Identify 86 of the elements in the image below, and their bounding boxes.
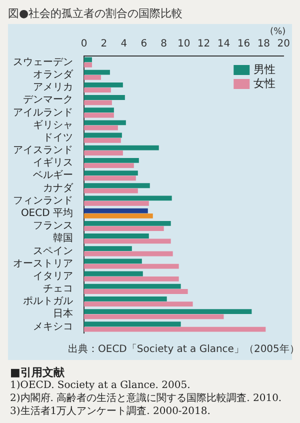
text: 1)OECD. Society at a Glance. 2005. — [10, 379, 192, 392]
bar — [84, 276, 179, 282]
bar — [84, 322, 181, 327]
bar — [84, 214, 153, 218]
source-note: 出典：OECD「Society at a Glance」（2005年） — [67, 342, 300, 356]
bar — [84, 120, 126, 126]
x-tick-label: 4 — [120, 38, 128, 50]
bar — [84, 296, 167, 302]
text: 3)生活者1万人アンケート調査. 2000-2018. — [10, 405, 212, 418]
y-tick-label: ベルギー — [33, 169, 73, 182]
bar — [84, 251, 173, 256]
bar — [84, 95, 125, 100]
bar — [84, 258, 142, 264]
x-tick-label: 18 — [257, 38, 270, 50]
bar — [84, 70, 110, 75]
bar — [84, 220, 171, 226]
y-tick-label: アメリカ — [33, 82, 73, 94]
x-tick-label: 12 — [197, 38, 210, 50]
text: ■引用文献 — [10, 366, 66, 379]
y-tick-label: カナダ — [43, 182, 74, 194]
bar — [84, 163, 134, 168]
bar — [84, 264, 179, 269]
bar — [84, 234, 149, 238]
x-tick-label: 2 — [100, 38, 108, 50]
y-tick-label: チェコ — [43, 284, 73, 295]
bar — [84, 271, 143, 276]
bar — [84, 75, 101, 80]
bar — [84, 196, 172, 201]
y-tick-label: スペイン — [33, 246, 73, 257]
bar — [84, 57, 92, 62]
bar — [84, 158, 139, 163]
bar — [84, 132, 122, 138]
y-tick-label: イギリス — [33, 156, 73, 169]
y-tick-label: イタリア — [33, 270, 73, 282]
y-tick-label: アイスランド — [13, 145, 73, 156]
bar — [84, 100, 112, 106]
bar — [84, 208, 148, 214]
bar — [84, 82, 123, 88]
x-tick-label: 20 — [277, 38, 290, 50]
bar — [84, 309, 252, 314]
y-tick-label: スウェーデン — [13, 56, 73, 68]
bar — [84, 188, 138, 194]
x-tick-label: 10 — [177, 38, 190, 50]
y-tick-label: OECD 平均 — [20, 206, 73, 219]
bar — [84, 200, 149, 206]
x-tick-label: 0 — [80, 38, 88, 50]
bar — [84, 138, 121, 143]
bar — [84, 284, 181, 289]
y-tick-label: ギリシャ — [33, 118, 73, 131]
bar — [84, 170, 138, 176]
bar — [84, 62, 92, 68]
legend-label: 男性 — [254, 62, 276, 76]
bar — [84, 183, 150, 188]
y-tick-label: フィンランド — [13, 195, 73, 206]
bar — [84, 108, 114, 113]
bar — [84, 112, 114, 118]
bar — [84, 326, 266, 332]
y-tick-label: デンマーク — [23, 94, 73, 106]
y-tick-label: アイルランド — [13, 107, 73, 118]
bar — [84, 88, 111, 93]
bar — [84, 238, 171, 244]
y-tick-label: フランス — [33, 220, 73, 232]
bar — [84, 226, 164, 232]
bar — [84, 150, 123, 156]
y-tick-label: オーストリア — [13, 258, 73, 270]
bar — [84, 302, 193, 307]
bar — [84, 125, 118, 130]
text: 2)内閣府. 高齢者の生活と意識に関する国際比較調査. 2010. — [10, 392, 283, 405]
y-tick-label: ドイツ — [43, 132, 73, 144]
x-tick-label: 16 — [237, 38, 250, 50]
x-tick-label: 14 — [217, 38, 230, 50]
x-tick-label: 8 — [160, 38, 168, 50]
bar — [84, 176, 136, 181]
bar — [84, 246, 132, 252]
chart-title: 図●社会的孤立者の割合の国際比較 — [7, 6, 184, 22]
legend-label: 女性 — [254, 76, 276, 90]
y-tick-label: ポルトガル — [23, 296, 73, 308]
x-axis-title: (%) — [270, 26, 286, 37]
x-tick-label: 6 — [140, 38, 148, 50]
y-tick-label: メキシコ — [33, 321, 73, 332]
y-tick-label: 韓国 — [53, 232, 73, 244]
y-tick-label: 日本 — [53, 308, 73, 320]
y-tick-label: オランダ — [33, 68, 74, 80]
bar — [84, 314, 224, 320]
bar — [84, 289, 188, 294]
bar — [84, 145, 159, 150]
